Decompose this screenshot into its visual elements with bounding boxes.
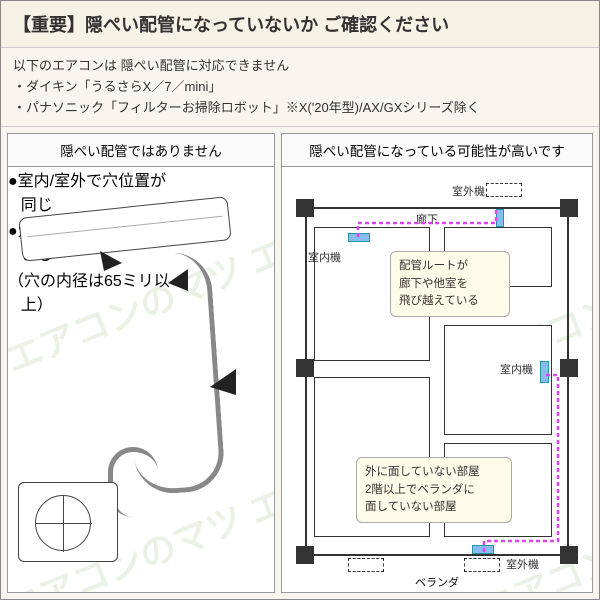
note-callout-2: 外に面していない部屋 2階以上でベランダに 面していない部屋 [356, 457, 512, 523]
info-box: 以下のエアコンは 隠ぺい配管に対応できません ・ダイキン「うるさらX／7／min… [1, 48, 599, 127]
info-line-2: ・ダイキン「うるさらX／7／mini」 [13, 77, 587, 98]
title-bar: 【重要】隠ぺい配管になっていないか ご確認ください [1, 1, 599, 48]
panel-left-title: 隠ぺい配管ではありません [8, 134, 274, 167]
panel-left-body: エアコンのマツ エアコンのマツ エアコンのマツ エアコンのマツ ●室内/室外で穴… [8, 167, 274, 592]
note-line: 廊下や他室を [399, 276, 501, 293]
arrow-icon [196, 363, 246, 413]
info-line-1: 以下のエアコンは 隠ぺい配管に対応できません [13, 56, 587, 77]
page-title: 【重要】隠ぺい配管になっていないか ご確認ください [13, 15, 449, 35]
arrow-icon [94, 245, 134, 285]
panel-right-title: 隠ぺい配管になっている可能性が高いです [282, 134, 592, 167]
outdoor-unit-illustration [18, 482, 118, 562]
note-line: 面していない部屋 [365, 499, 503, 516]
note-line: 外に面していない部屋 [365, 464, 503, 481]
main-container: 【重要】隠ぺい配管になっていないか ご確認ください 以下のエアコンは 隠ぺい配管… [0, 0, 600, 600]
panel-right-body: エアコンのマツ エアコンのマツ エアコンのマツ エアコンのマツ [282, 167, 592, 592]
note-line: 配管ルートが [399, 258, 501, 275]
label-balcony: ベランダ [415, 574, 459, 590]
panels-row: 隠ぺい配管ではありません エアコンのマツ エアコンのマツ エアコンのマツ エアコ… [1, 127, 599, 599]
panel-concealed: 隠ぺい配管になっている可能性が高いです エアコンのマツ エアコンのマツ エアコン… [281, 133, 593, 593]
note-line: 飛び越えている [399, 293, 501, 310]
note-callout-1: 配管ルートが 廊下や他室を 飛び越えている [390, 251, 510, 317]
fan-icon [35, 495, 91, 551]
note-line: 2階以上でベランダに [365, 482, 503, 499]
arrow-icon [158, 263, 198, 303]
panel-not-concealed: 隠ぺい配管ではありません エアコンのマツ エアコンのマツ エアコンのマツ エアコ… [7, 133, 275, 593]
info-line-3: ・パナソニック「フィルターお掃除ロボット」※X('20年型)/AX/GXシリーズ… [13, 98, 587, 119]
